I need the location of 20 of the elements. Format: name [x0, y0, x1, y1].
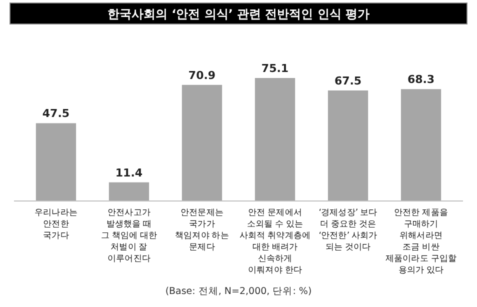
data-label: 68.3: [407, 73, 435, 86]
bar: [254, 78, 296, 201]
x-tick-label: 안전사고가 발생했을 때 그 책임에 대한 처벌이 잘 이루어진다: [100, 208, 158, 264]
data-label: 70.9: [188, 68, 216, 82]
x-tick-label: 우리나라는 안전한 국가다: [34, 208, 78, 241]
data-label: 47.5: [42, 107, 70, 120]
data-label: 11.4: [115, 166, 143, 180]
data-label: 75.1: [261, 62, 289, 75]
x-tick-label: 안전한 제품을 구매하기 위해서라면 조금 비싼 제품이라도 구입할 용의가 있다: [385, 208, 457, 276]
bar: [108, 182, 150, 201]
x-tick-label: 안전문제는 국가가 책임져야 하는 문제다: [175, 208, 230, 252]
chart-title: 한국사회의 ‘안전 의식’ 관련 전반적인 인식 평가: [107, 7, 370, 21]
x-tick-label: ‘경제성장’ 보다 더 중요한 것은 ‘안전한’ 사회가 되는 것이다: [318, 208, 378, 252]
x-tick-label: 안전 문제에서 소외될 수 있는 사회적 취약계층에 대한 배려가 신속하게 이뤄져야 한다: [239, 208, 311, 276]
bar: [182, 84, 222, 201]
data-label: 67.5: [334, 74, 362, 88]
bar: [36, 123, 76, 201]
text: (Base: 전체, N=2,000, 단위: %): [165, 286, 312, 297]
bar: [328, 90, 368, 201]
bar: [400, 89, 442, 201]
